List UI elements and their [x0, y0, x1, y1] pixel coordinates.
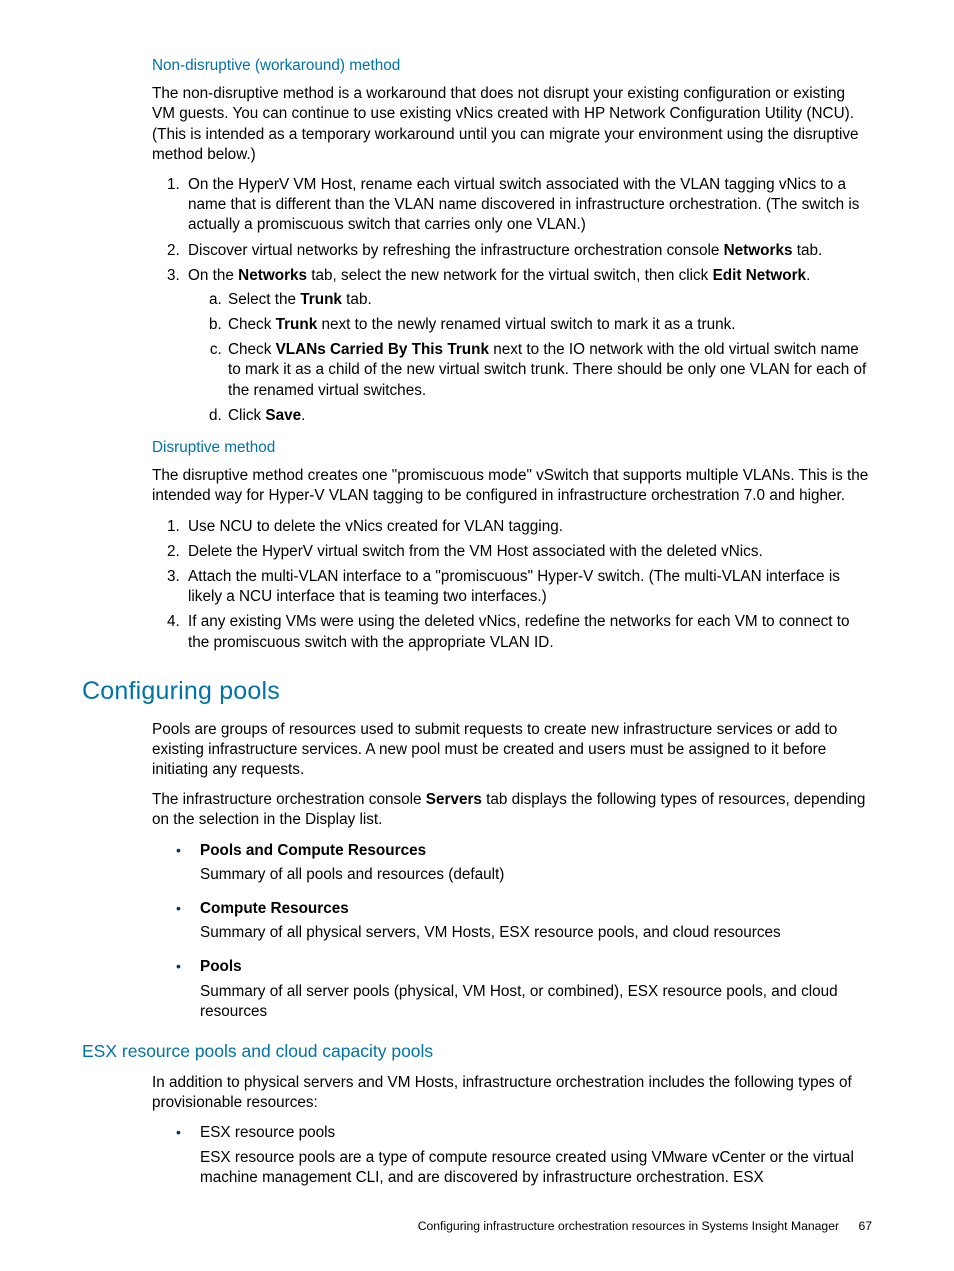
step3-text-e: .: [806, 267, 810, 284]
s3a-a: Select the: [228, 291, 300, 308]
step-3: On the Networks tab, select the new netw…: [184, 266, 872, 426]
s3b-b: Trunk: [276, 316, 318, 333]
d-step-2: Delete the HyperV virtual switch from th…: [184, 542, 872, 562]
s3d-a: Click: [228, 407, 265, 424]
p2-a: The infrastructure orchestration console: [152, 791, 426, 808]
b2-head: Compute Resources: [200, 899, 872, 919]
step3-bold-d: Edit Network: [713, 267, 807, 284]
document-page: Non-disruptive (workaround) method The n…: [0, 0, 954, 1242]
step-3b: Check Trunk next to the newly renamed vi…: [226, 315, 872, 335]
d-step-1: Use NCU to delete the vNics created for …: [184, 517, 872, 537]
d-step-3: Attach the multi-VLAN interface to a "pr…: [184, 567, 872, 607]
s3a-b: Trunk: [300, 291, 342, 308]
s3d-b: Save: [265, 407, 301, 424]
bullet-pools-compute: Pools and Compute Resources Summary of a…: [176, 841, 872, 885]
step3-text-a: On the: [188, 267, 238, 284]
b1-body: Summary of all pools and resources (defa…: [200, 865, 872, 885]
s3a-c: tab.: [342, 291, 372, 308]
bullet-pools: Pools Summary of all server pools (physi…: [176, 957, 872, 1022]
b1-head: Pools and Compute Resources: [200, 841, 872, 861]
esx-b1-body: ESX resource pools are a type of compute…: [200, 1148, 872, 1188]
esx-b1-head: ESX resource pools: [200, 1123, 872, 1143]
pools-para1: Pools are groups of resources used to su…: [82, 720, 872, 781]
s3d-c: .: [301, 407, 305, 424]
heading-nondisruptive: Non-disruptive (workaround) method: [82, 56, 872, 76]
pools-bullets: Pools and Compute Resources Summary of a…: [82, 841, 872, 1022]
s3b-a: Check: [228, 316, 276, 333]
step3-text-c: tab, select the new network for the virt…: [307, 267, 713, 284]
esx-para1: In addition to physical servers and VM H…: [82, 1073, 872, 1113]
step2-text-a: Discover virtual networks by refreshing …: [188, 242, 724, 259]
step2-bold: Networks: [724, 242, 793, 259]
step-3a: Select the Trunk tab.: [226, 290, 872, 310]
substeps-3: Select the Trunk tab. Check Trunk next t…: [188, 290, 872, 426]
step-3d: Click Save.: [226, 406, 872, 426]
b2-body: Summary of all physical servers, VM Host…: [200, 923, 872, 943]
step2-text-c: tab.: [792, 242, 822, 259]
page-footer: Configuring infrastructure orchestration…: [418, 1219, 872, 1233]
b3-body: Summary of all server pools (physical, V…: [200, 982, 872, 1022]
step-3c: Check VLANs Carried By This Trunk next t…: [226, 340, 872, 401]
intro-nondisruptive: The non-disruptive method is a workaroun…: [82, 84, 872, 165]
intro-disruptive: The disruptive method creates one "promi…: [82, 466, 872, 506]
s3c-b: VLANs Carried By This Trunk: [276, 341, 489, 358]
step-2: Discover virtual networks by refreshing …: [184, 241, 872, 261]
s3c-a: Check: [228, 341, 276, 358]
footer-text: Configuring infrastructure orchestration…: [418, 1219, 839, 1233]
bullet-esx: ESX resource pools ESX resource pools ar…: [176, 1123, 872, 1188]
steps-nondisruptive: On the HyperV VM Host, rename each virtu…: [82, 175, 872, 426]
steps-disruptive: Use NCU to delete the vNics created for …: [82, 517, 872, 653]
heading-configuring-pools: Configuring pools: [82, 675, 872, 708]
bullet-compute: Compute Resources Summary of all physica…: [176, 899, 872, 943]
b3-head: Pools: [200, 957, 872, 977]
d-step-4: If any existing VMs were using the delet…: [184, 612, 872, 652]
esx-bullets: ESX resource pools ESX resource pools ar…: [82, 1123, 872, 1188]
s3b-c: next to the newly renamed virtual switch…: [317, 316, 735, 333]
step3-bold-b: Networks: [238, 267, 307, 284]
page-number: 67: [858, 1219, 872, 1233]
pools-para2: The infrastructure orchestration console…: [82, 790, 872, 830]
heading-esx-pools: ESX resource pools and cloud capacity po…: [82, 1040, 872, 1063]
step-1: On the HyperV VM Host, rename each virtu…: [184, 175, 872, 236]
heading-disruptive: Disruptive method: [82, 438, 872, 458]
p2-b: Servers: [426, 791, 482, 808]
